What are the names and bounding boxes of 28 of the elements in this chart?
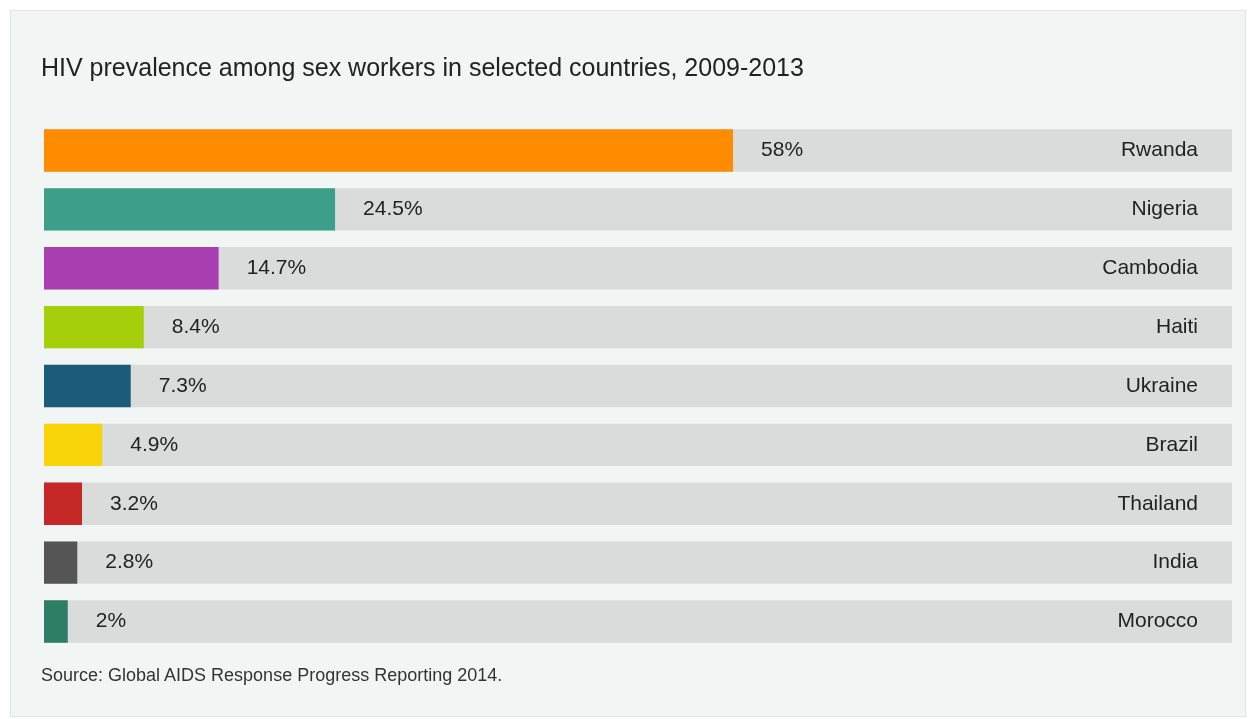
- chart-title: HIV prevalence among sex workers in selected countries, 2009-2013: [41, 53, 804, 82]
- data-label: 58%: [761, 137, 804, 161]
- bar: [44, 423, 103, 467]
- data-label: 8.4%: [171, 313, 220, 337]
- bar: [44, 600, 68, 643]
- data-label: 7.3%: [158, 372, 207, 396]
- bar: [44, 364, 131, 408]
- y-tick-label: Morocco: [1117, 608, 1198, 632]
- data-label: 4.9%: [130, 431, 179, 455]
- data-label: 2.8%: [105, 549, 154, 573]
- data-label: 3.2%: [110, 490, 158, 514]
- y-tick-label: Nigeria: [1131, 196, 1199, 220]
- y-tick-label: Brazil: [1145, 431, 1198, 455]
- y-tick-label: Rwanda: [1120, 137, 1199, 161]
- data-label: 24.5%: [363, 196, 423, 220]
- bar: [44, 247, 219, 290]
- bar: [44, 188, 336, 231]
- bar: [44, 541, 78, 584]
- source-note: Source: Global AIDS Response Progress Reporting 2014.: [41, 665, 503, 686]
- bar: [44, 482, 83, 525]
- y-tick-label: Cambodia: [1102, 255, 1199, 279]
- y-tick-label: India: [1152, 549, 1199, 573]
- y-tick-label: Ukraine: [1125, 372, 1198, 396]
- data-label: 14.7%: [246, 255, 307, 279]
- data-label: 2%: [95, 608, 127, 632]
- y-tick-label: Thailand: [1117, 490, 1198, 514]
- y-tick-label: Haiti: [1155, 313, 1198, 337]
- bar: [44, 305, 144, 349]
